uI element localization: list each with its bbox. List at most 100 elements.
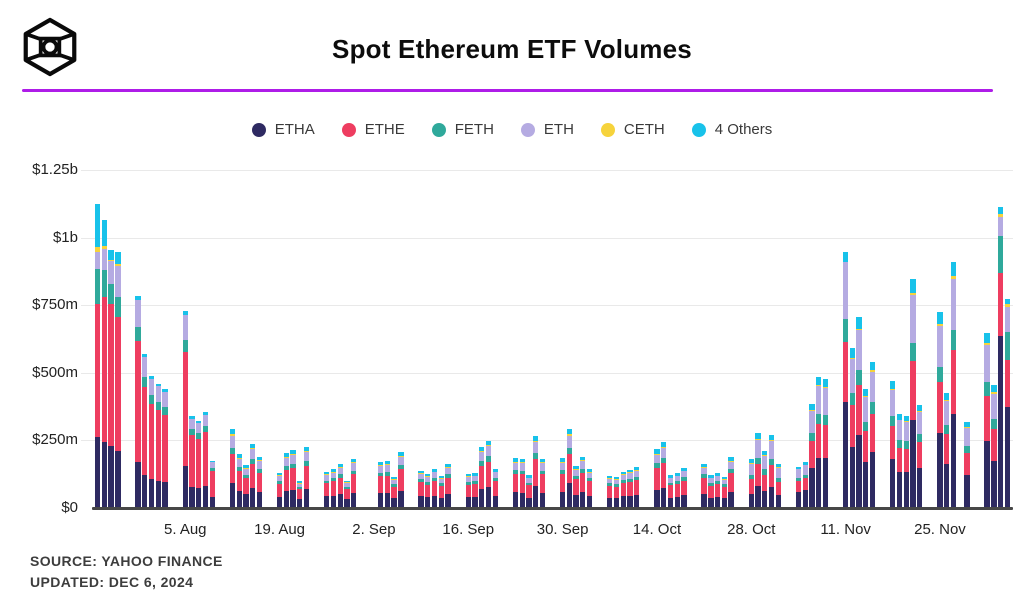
x-tick-label: 16. Sep bbox=[442, 521, 495, 538]
segment-ethe bbox=[856, 385, 862, 435]
segment-feth bbox=[202, 426, 209, 433]
segment-feth bbox=[256, 468, 263, 473]
bar-aug-14 bbox=[243, 465, 249, 507]
segment-ceth bbox=[613, 479, 620, 480]
segment-4-others bbox=[95, 204, 101, 248]
bar-aug-27 bbox=[330, 469, 337, 507]
x-tick-label: 11. Nov bbox=[820, 521, 871, 538]
segment-eth bbox=[863, 396, 869, 422]
segment-ethe bbox=[1004, 359, 1010, 408]
legend-item-ethe: ETHE bbox=[341, 121, 405, 138]
segment-ceth bbox=[283, 456, 289, 458]
bar-jul-31 bbox=[148, 375, 155, 507]
segment-ceth bbox=[714, 475, 721, 477]
segment-feth bbox=[964, 445, 970, 453]
bar-sep-19 bbox=[485, 440, 492, 507]
segment-ethe bbox=[667, 485, 674, 498]
segment-etha bbox=[445, 494, 451, 507]
bar-sep-11 bbox=[431, 468, 438, 507]
segment-eth bbox=[708, 478, 714, 484]
segment-ethe bbox=[613, 486, 620, 499]
segment-4-others bbox=[155, 384, 161, 387]
bar-sep-4 bbox=[384, 460, 391, 507]
segment-ceth bbox=[519, 462, 525, 464]
segment-ethe bbox=[708, 485, 714, 498]
segment-etha bbox=[613, 498, 620, 507]
segment-ethe bbox=[243, 478, 249, 495]
segment-eth bbox=[573, 469, 579, 477]
segment-feth bbox=[425, 481, 431, 485]
segment-4-others bbox=[755, 433, 761, 439]
segment-eth bbox=[297, 483, 303, 488]
segment-4-others bbox=[479, 447, 485, 452]
bar-aug-1 bbox=[155, 384, 161, 507]
legend-item-feth: FETH bbox=[431, 121, 494, 138]
segment-feth bbox=[701, 474, 707, 478]
segment-etha bbox=[95, 436, 101, 507]
segment-ethe bbox=[768, 465, 775, 487]
segment-ceth bbox=[438, 478, 444, 479]
segment-ethe bbox=[762, 474, 768, 492]
segment-eth bbox=[795, 469, 802, 478]
bar-oct-24 bbox=[721, 477, 727, 507]
segment-feth bbox=[607, 483, 613, 486]
segment-ethe bbox=[607, 485, 613, 498]
segment-ceth bbox=[108, 259, 114, 261]
segment-eth bbox=[721, 479, 727, 485]
x-axis-baseline bbox=[92, 507, 1013, 510]
segment-4-others bbox=[566, 428, 572, 435]
segment-eth bbox=[950, 278, 957, 331]
segment-eth bbox=[472, 476, 478, 482]
segment-4-others bbox=[667, 475, 674, 478]
bar-aug-16 bbox=[256, 457, 263, 507]
segment-eth bbox=[701, 467, 707, 475]
segment-etha bbox=[189, 486, 195, 507]
y-tick-label: $500m bbox=[32, 363, 78, 381]
segment-ethe bbox=[795, 481, 802, 492]
segment-ethe bbox=[297, 489, 303, 500]
segment-4-others bbox=[607, 475, 613, 479]
segment-eth bbox=[324, 475, 330, 481]
segment-eth bbox=[984, 345, 990, 382]
bar-oct-15 bbox=[661, 442, 667, 507]
segment-ceth bbox=[418, 473, 424, 475]
segment-ethe bbox=[378, 476, 384, 494]
bar-aug-19 bbox=[276, 473, 283, 507]
segment-feth bbox=[634, 476, 640, 480]
segment-etha bbox=[108, 445, 114, 507]
segment-etha bbox=[869, 451, 876, 507]
segment-ceth bbox=[337, 466, 343, 468]
segment-ethe bbox=[573, 479, 579, 495]
segment-etha bbox=[997, 335, 1004, 507]
segment-ethe bbox=[283, 470, 289, 491]
segment-etha bbox=[512, 492, 519, 507]
segment-etha bbox=[202, 486, 209, 507]
segment-4-others bbox=[775, 463, 781, 468]
segment-ethe bbox=[842, 342, 849, 403]
bar-jul-29 bbox=[135, 296, 141, 507]
segment-eth bbox=[762, 456, 768, 470]
segment-etha bbox=[351, 492, 357, 507]
bar-aug-12 bbox=[229, 428, 236, 507]
segment-eth bbox=[135, 300, 141, 328]
segment-4-others bbox=[762, 451, 768, 456]
segment-ceth bbox=[937, 323, 943, 326]
segment-ethe bbox=[748, 479, 754, 494]
segment-ethe bbox=[398, 469, 404, 491]
segment-ethe bbox=[384, 475, 391, 494]
segment-4-others bbox=[465, 474, 471, 477]
bar-sep-13 bbox=[445, 464, 451, 507]
segment-ceth bbox=[634, 470, 640, 471]
segment-ceth bbox=[903, 421, 909, 423]
segment-etha bbox=[728, 492, 734, 507]
segment-etha bbox=[519, 492, 525, 507]
segment-etha bbox=[526, 497, 532, 507]
segment-4-others bbox=[189, 416, 195, 419]
x-tick-label: 25. Nov bbox=[914, 521, 966, 538]
bar-nov-7 bbox=[816, 377, 822, 507]
bar-oct-9 bbox=[620, 471, 626, 507]
segment-4-others bbox=[714, 473, 721, 476]
segment-4-others bbox=[330, 469, 337, 472]
segment-feth bbox=[728, 469, 734, 474]
